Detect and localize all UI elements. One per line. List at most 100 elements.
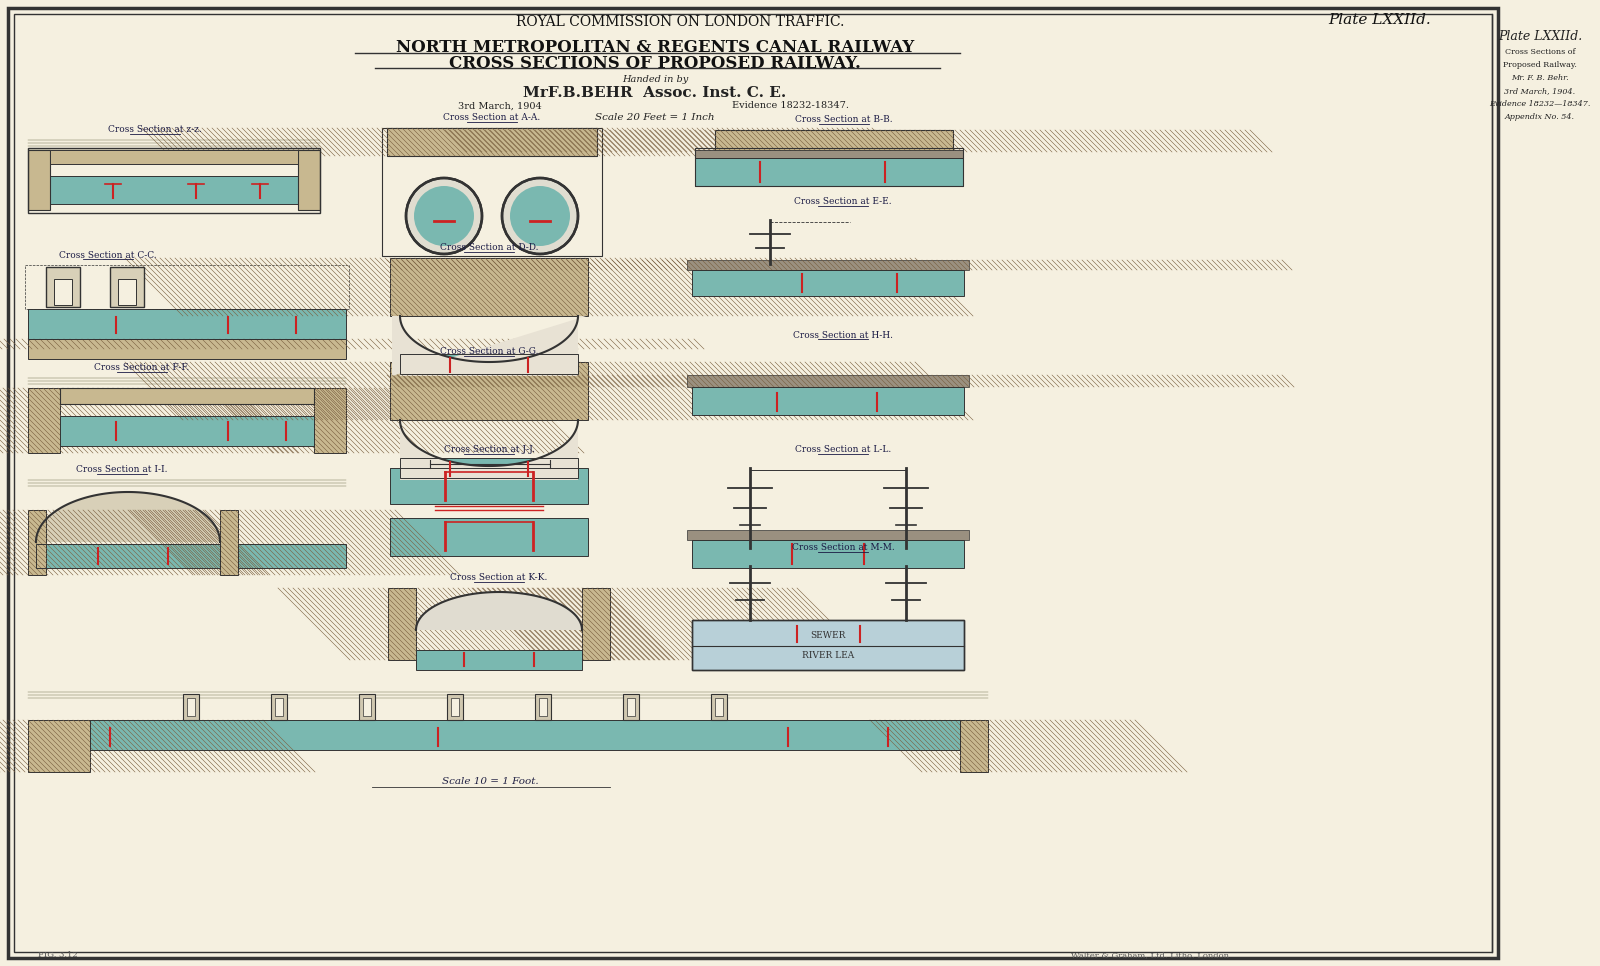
Bar: [29, 148, 320, 213]
Bar: [29, 720, 90, 772]
Bar: [50, 150, 298, 164]
Circle shape: [510, 186, 570, 246]
Bar: [182, 694, 198, 720]
Bar: [363, 698, 371, 716]
Bar: [691, 387, 963, 415]
Bar: [238, 544, 346, 568]
Bar: [582, 588, 610, 660]
Text: Appendix No. 54.: Appendix No. 54.: [1506, 113, 1574, 121]
Text: Mr. F. B. Behr.: Mr. F. B. Behr.: [1510, 74, 1570, 82]
Bar: [390, 258, 589, 316]
Bar: [686, 260, 970, 270]
Bar: [691, 540, 963, 568]
Bar: [61, 388, 314, 404]
Text: Handed in by: Handed in by: [622, 74, 688, 83]
Text: Cross Sections of: Cross Sections of: [1504, 48, 1576, 56]
Bar: [691, 270, 963, 296]
Bar: [715, 130, 954, 152]
Text: Plate LXXIId.: Plate LXXIId.: [1328, 13, 1432, 27]
Text: RIVER LEA: RIVER LEA: [802, 651, 854, 661]
Bar: [686, 375, 970, 387]
Bar: [314, 388, 346, 453]
Bar: [275, 698, 283, 716]
Text: Scale 20 Feet = 1 Inch: Scale 20 Feet = 1 Inch: [595, 113, 715, 123]
Bar: [221, 510, 238, 575]
Bar: [694, 148, 963, 186]
Bar: [270, 694, 286, 720]
Bar: [390, 468, 589, 504]
Text: Proposed Railway.: Proposed Railway.: [1502, 61, 1578, 69]
Bar: [50, 176, 298, 204]
Bar: [90, 720, 960, 750]
Polygon shape: [392, 316, 586, 376]
Text: Cross Section at G-G.: Cross Section at G-G.: [440, 348, 538, 356]
Text: NORTH METROPOLITAN & REGENTS CANAL RAILWAY: NORTH METROPOLITAN & REGENTS CANAL RAILW…: [395, 40, 914, 56]
Text: FIG. 3.12: FIG. 3.12: [38, 951, 78, 959]
Bar: [314, 388, 346, 453]
Text: Cross Section at J-J.: Cross Section at J-J.: [443, 445, 534, 454]
Bar: [694, 150, 963, 158]
Bar: [61, 416, 314, 446]
Bar: [390, 258, 589, 316]
Bar: [390, 362, 589, 420]
Bar: [187, 698, 195, 716]
Bar: [387, 128, 597, 156]
Text: 3rd March, 1904: 3rd March, 1904: [458, 101, 542, 110]
Text: Cross Section at H-H.: Cross Section at H-H.: [794, 330, 893, 339]
Text: MrF.B.BEHR  Assoc. Inst. C. E.: MrF.B.BEHR Assoc. Inst. C. E.: [523, 86, 787, 100]
Text: Cross Section at A-A.: Cross Section at A-A.: [443, 113, 541, 123]
Bar: [54, 279, 72, 305]
Text: Cross Section at E-E.: Cross Section at E-E.: [794, 197, 891, 207]
Bar: [390, 468, 589, 504]
Text: Cross Section at K-K.: Cross Section at K-K.: [450, 574, 547, 582]
Bar: [387, 588, 416, 660]
Bar: [416, 650, 582, 670]
Bar: [29, 339, 346, 349]
Bar: [221, 510, 238, 575]
Bar: [694, 158, 963, 186]
Bar: [686, 530, 970, 540]
Text: Cross Section at D-D.: Cross Section at D-D.: [440, 243, 538, 252]
Bar: [622, 694, 638, 720]
Bar: [390, 518, 589, 556]
Bar: [390, 362, 589, 420]
Bar: [29, 720, 90, 772]
Polygon shape: [416, 592, 582, 630]
Bar: [960, 720, 989, 772]
Bar: [686, 260, 970, 270]
Bar: [960, 720, 989, 772]
Text: Cross Section at B-B.: Cross Section at B-B.: [795, 116, 893, 125]
Text: Cross Section at F-F.: Cross Section at F-F.: [94, 363, 190, 373]
Bar: [400, 354, 578, 374]
Text: Cross Section at I-I.: Cross Section at I-I.: [77, 466, 168, 474]
Bar: [691, 270, 963, 296]
Bar: [238, 544, 346, 568]
Bar: [691, 620, 963, 670]
Text: 3rd March, 1904.: 3rd March, 1904.: [1504, 87, 1576, 95]
Bar: [715, 698, 723, 716]
Bar: [691, 620, 963, 670]
Bar: [29, 388, 61, 453]
Bar: [29, 309, 346, 339]
Bar: [715, 130, 954, 152]
Circle shape: [414, 186, 474, 246]
Text: Cross Section at L-L.: Cross Section at L-L.: [795, 445, 891, 454]
Bar: [29, 510, 46, 575]
Text: Evidence 18232-18347.: Evidence 18232-18347.: [731, 101, 848, 110]
Bar: [46, 267, 80, 307]
Bar: [35, 544, 221, 568]
Bar: [29, 388, 61, 453]
Bar: [400, 458, 578, 478]
Text: Scale 10 = 1 Foot.: Scale 10 = 1 Foot.: [442, 778, 538, 786]
Bar: [29, 510, 46, 575]
Bar: [539, 698, 547, 716]
Bar: [534, 694, 550, 720]
Bar: [387, 128, 597, 156]
Text: Plate LXXIId.: Plate LXXIId.: [1498, 30, 1582, 43]
Bar: [694, 158, 963, 186]
Circle shape: [406, 178, 482, 254]
Bar: [416, 650, 582, 670]
Text: Cross Section at M-M.: Cross Section at M-M.: [792, 544, 894, 553]
Bar: [627, 698, 635, 716]
Bar: [446, 694, 462, 720]
